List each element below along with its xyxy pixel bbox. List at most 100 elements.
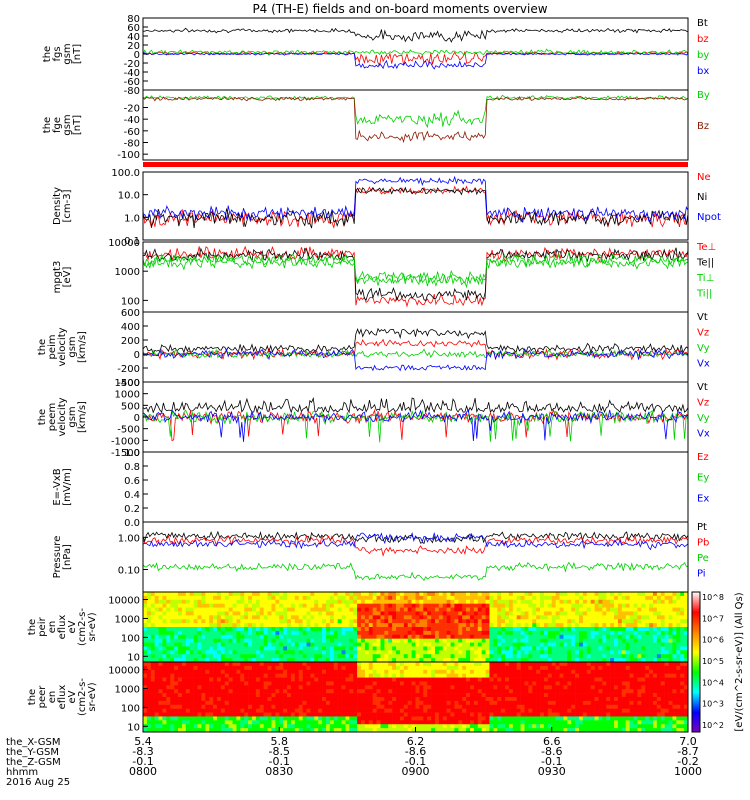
spectrogram-cell [411,689,416,694]
spectrogram-cell [279,603,284,608]
spectrogram-cell [220,642,226,647]
spectrogram-cell [602,646,607,651]
spectrogram-cell [357,704,362,709]
spectrogram-cell [376,603,381,608]
spectrogram-cell [240,615,245,620]
spectrogram-cell [154,662,159,667]
spectrogram-cell [606,669,611,674]
spectrogram-cell [388,728,393,733]
legend-label: Vy [697,343,710,354]
spectrogram-cell [228,720,233,725]
spectrogram-cell [629,708,634,713]
spectrogram-cell [637,650,642,655]
spectrogram-cell [216,681,222,686]
spectrogram-cell [649,630,654,636]
spectrogram-cell [415,654,420,659]
spectrogram-cell [540,693,545,698]
legend-label: Npot [697,212,721,223]
spectrogram-cell [185,630,191,636]
spectrogram-cell [236,669,241,674]
spectrogram-cell [466,700,471,706]
spectrogram-cell [575,615,580,620]
spectrogram-cell [384,662,389,667]
spectrogram-cell [181,716,187,721]
spectrogram-cell [252,708,257,713]
spectrogram-cell [259,607,264,612]
spectrogram-cell [248,685,253,690]
spectrogram-cell [594,615,599,620]
spectrogram-cell [259,611,264,616]
spectrogram-cell [213,712,218,717]
spectrogram-cell [555,704,560,709]
spectrogram-cell [209,611,214,616]
legend-label: Bz [697,121,709,132]
spectrogram-cell [446,623,451,628]
spectrogram-cell [442,603,447,608]
spectrogram-cell [621,685,627,690]
spectrogram-cell [438,607,444,612]
spectrogram-cell [166,697,171,702]
spectrogram-cell [571,708,576,713]
spectrogram-cell [481,677,486,682]
spectrogram-cell [668,658,673,663]
spectrogram-cell [672,650,677,655]
spectrogram-cell [431,689,436,694]
spectrogram-cell [189,708,194,713]
spectrogram-cell [633,592,638,597]
spectrogram-cell [189,669,194,674]
spectrogram-cell [551,700,556,706]
spectrogram-cell [442,689,447,694]
spectrogram-cell [298,607,303,612]
series-fge-1 [142,95,689,144]
spectrogram-cell [185,599,191,604]
spectrogram-cell [236,693,241,698]
spectrogram-cell [629,669,634,674]
spectrogram-cell [197,665,202,671]
spectrogram-cell [594,607,599,612]
spectrogram-cell [384,654,389,659]
spectrogram-cell [423,700,428,706]
spectrogram-cell [150,592,155,597]
spectrogram-cell [333,623,338,628]
spectrogram-cell [579,716,584,721]
spectrogram-cell [668,592,673,597]
spectrogram-cell [174,599,179,604]
spectrogram-cell [614,642,619,647]
spectrogram-cell [505,638,510,643]
spectrogram-cell [287,712,292,717]
spectrogram-cell [450,700,455,706]
spectrogram-cell [454,685,459,690]
spectrogram-cell [189,685,194,690]
spectrogram-cell [442,681,447,686]
spectrogram-cell [466,630,471,636]
spectrogram-cell [555,650,560,655]
spectrogram-cell [680,658,685,663]
spectrogram-cell [357,634,362,639]
panel-frame [142,451,689,523]
spectrogram-cell [287,630,292,636]
spectrogram-cell [372,595,377,601]
spectrogram-cell [672,619,677,624]
spectrogram-cell [645,642,650,647]
spectrogram-cell [567,728,572,733]
spectrogram-cell [497,603,502,608]
spectrogram-cell [668,615,673,620]
spectrogram-cell [185,669,191,674]
spectrogram-cell [181,728,187,733]
spectrogram-cell [236,634,241,639]
spectrogram-cell [216,619,222,624]
spectrogram-cell [540,724,545,729]
spectrogram-cell [610,665,615,671]
spectrogram-cell [146,634,152,639]
spectrogram-cell [477,728,482,733]
spectrogram-cell [333,716,338,721]
spectrogram-cell [240,712,245,717]
spectrogram-cell [213,673,218,678]
spectrogram-cell [481,724,486,729]
spectrogram-cell [197,689,202,694]
spectrogram-cell [586,689,591,694]
spectrogram-cell [275,611,280,616]
spectrogram-cell [582,630,588,636]
spectrogram-cell [275,716,280,721]
spectrogram-cell [318,720,323,725]
